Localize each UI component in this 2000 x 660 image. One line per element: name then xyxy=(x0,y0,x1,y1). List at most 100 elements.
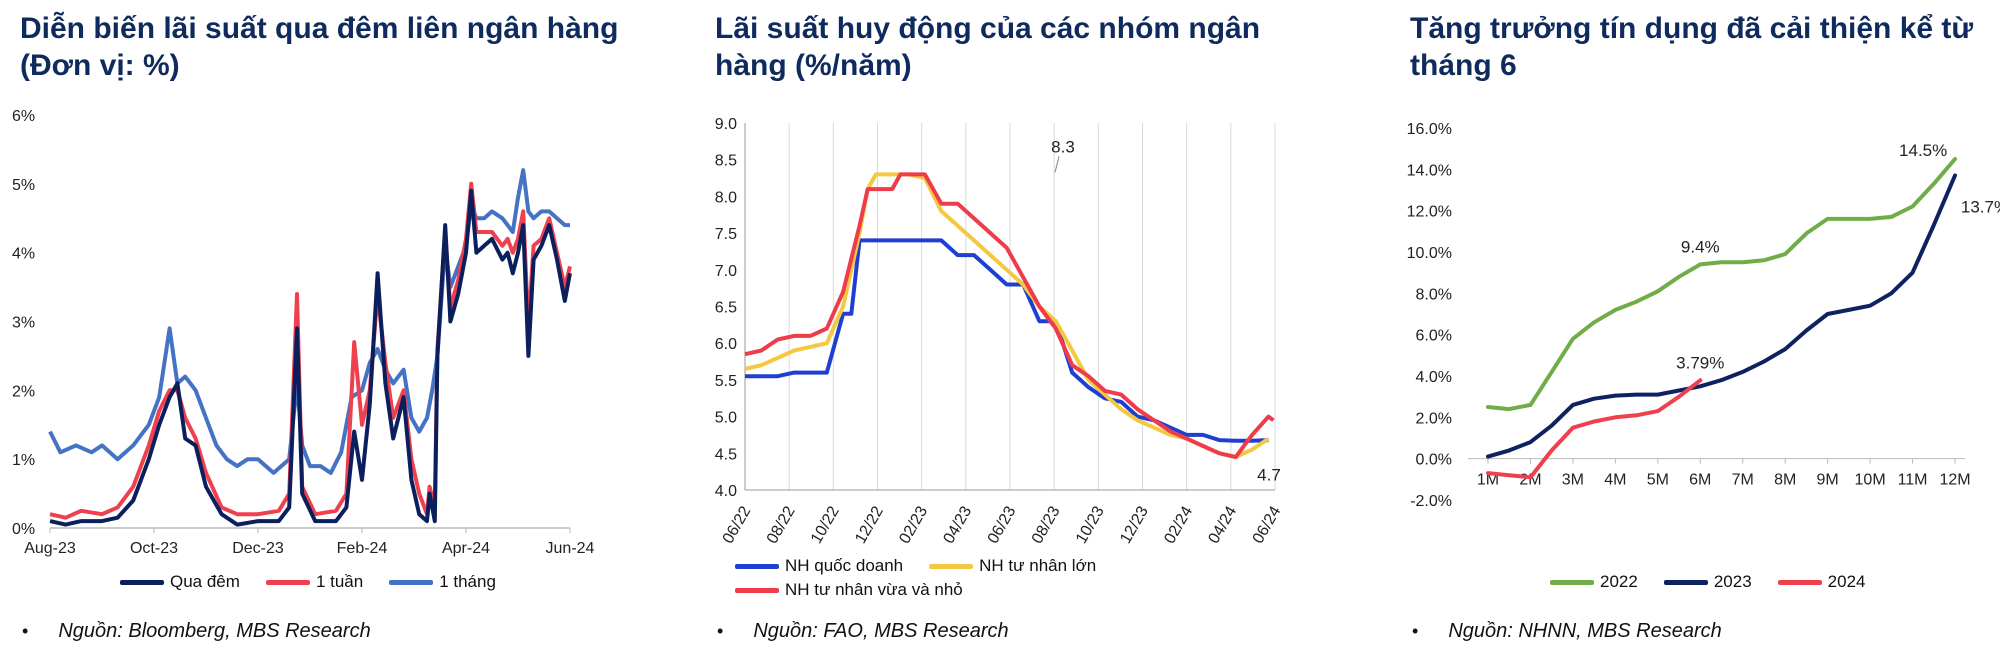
x-tick-label: 12M xyxy=(1939,472,1970,489)
chart-title: Diễn biến lãi suất qua đêm liên ngân hàn… xyxy=(20,12,619,82)
x-tick-label: 10M xyxy=(1855,472,1886,489)
y-tick-label: 4.5 xyxy=(715,446,737,463)
x-tick-label: 7M xyxy=(1732,472,1754,489)
x-tick-label: 1M xyxy=(1477,472,1499,489)
y-tick-label: 6.0 xyxy=(715,336,737,353)
panel-interbank-rates: Diễn biến lãi suất qua đêm liên ngân hàn… xyxy=(0,0,680,660)
chart-title: Lãi suất huy động của các nhóm ngân hàng… xyxy=(715,12,1261,82)
legend-item: 1 tháng xyxy=(389,572,496,592)
legend-item: 1 tuần xyxy=(265,572,363,592)
panel-deposit-rates: Lãi suất huy động của các nhóm ngân hàng… xyxy=(695,0,1345,660)
panel-credit-growth: Tăng trưởng tín dụng đã cải thiện kể từ … xyxy=(1390,0,2000,660)
y-tick-label: 7.0 xyxy=(715,263,737,280)
source-note: • Nguồn: Bloomberg, MBS Research xyxy=(22,620,371,643)
interbank-rate-chart: 0% 1% 2% 3% 4% 5% 6% Aug-23 Oct-23 Dec-23 Feb-24 Ap… xyxy=(12,108,595,557)
source-note: • Nguồn: FAO, MBS Research xyxy=(717,620,1009,643)
x-tick-label: 02/24 xyxy=(1161,503,1196,546)
x-tick-label: 06/24 xyxy=(1250,503,1285,546)
x-tick-label: 12/23 xyxy=(1117,503,1152,546)
deposit-rate-chart: 06/22 08/22 10/22 12/22 02/23 04/23 06/23 08/23… xyxy=(715,116,1285,547)
data-label: 9.4% xyxy=(1681,237,1720,256)
label-leader xyxy=(1054,156,1060,173)
series-line xyxy=(49,188,572,527)
y-tick-label: 5% xyxy=(12,177,35,194)
legend-label: 2022 xyxy=(1600,572,1638,591)
x-tick-label: Apr-24 xyxy=(442,540,490,557)
series-line xyxy=(745,238,1269,443)
data-label: 14.5% xyxy=(1899,141,1947,160)
x-tick-label: 8M xyxy=(1774,472,1796,489)
x-tick-label: Feb-24 xyxy=(337,540,388,557)
y-tick-label: 1% xyxy=(12,452,35,469)
x-tick-label: 10/23 xyxy=(1073,503,1108,546)
source-text: Nguồn: Bloomberg, MBS Research xyxy=(58,620,371,642)
x-tick-label: 02/23 xyxy=(896,503,931,546)
y-tick-label: 4.0 xyxy=(715,483,737,500)
y-tick-label: 3% xyxy=(12,315,35,332)
legend-swatch xyxy=(929,563,974,569)
bullet-icon: • xyxy=(717,621,724,641)
legend-swatch xyxy=(735,563,779,569)
legend-swatch xyxy=(389,579,434,585)
legend-label: 2023 xyxy=(1713,572,1752,591)
y-tick-label: 12.0% xyxy=(1407,204,1452,221)
legend-item: NH quốc doanh xyxy=(735,556,903,576)
series-line xyxy=(744,172,1270,459)
x-tick-label: Aug-23 xyxy=(24,540,76,557)
x-tick-label: 08/23 xyxy=(1029,503,1064,546)
legend-item: 2024 xyxy=(1777,572,1866,592)
legend-swatch xyxy=(120,579,164,585)
y-tick-label: 4.0% xyxy=(1416,369,1452,386)
legend-item: NH tư nhân lớn xyxy=(929,556,1096,576)
legend-label: NH quốc doanh xyxy=(785,556,904,575)
source-text: Nguồn: NHNN, MBS Research xyxy=(1448,620,1722,642)
x-tick-label: 04/24 xyxy=(1206,503,1241,546)
y-tick-label: 0% xyxy=(12,521,35,538)
legend-item: 2023 xyxy=(1663,572,1752,592)
x-tick-label: Jun-24 xyxy=(546,540,595,557)
x-tick-label: 9M xyxy=(1817,472,1839,489)
data-label: 13.7% xyxy=(1961,198,2000,217)
bullet-icon: • xyxy=(22,621,29,641)
y-tick-label: 6% xyxy=(12,108,35,125)
y-tick-label: 5.5 xyxy=(715,373,737,390)
y-tick-label: 14.0% xyxy=(1407,162,1452,179)
x-tick-label: Oct-23 xyxy=(130,540,178,557)
x-tick-label: 3M xyxy=(1562,472,1584,489)
y-tick-label: 9.0 xyxy=(715,116,737,133)
y-tick-label: 6.0% xyxy=(1416,328,1452,345)
y-tick-label: 8.5 xyxy=(715,153,737,170)
y-tick-label: 8.0 xyxy=(715,189,737,206)
y-tick-label: 6.5 xyxy=(715,300,737,317)
data-label: 3.79% xyxy=(1676,353,1724,372)
legend-swatch xyxy=(1777,579,1822,585)
series-line xyxy=(1486,157,1957,412)
chart-legend: Qua đêm 1 tuần 1 tháng xyxy=(120,572,522,596)
series-line xyxy=(1486,378,1703,480)
legend-swatch xyxy=(265,579,310,585)
legend-label: 1 tháng xyxy=(439,572,496,591)
legend-item: NH tư nhân vừa và nhỏ xyxy=(735,580,963,600)
source-text: Nguồn: FAO, MBS Research xyxy=(753,620,1009,642)
y-tick-label: 0.0% xyxy=(1416,452,1452,469)
chart-title: Tăng trưởng tín dụng đã cải thiện kể từ … xyxy=(1410,12,1974,82)
y-tick-label: 8.0% xyxy=(1416,286,1452,303)
bullet-icon: • xyxy=(1412,621,1419,641)
data-label: 4.7 xyxy=(1257,466,1281,485)
chart-legend: 2022 2023 2024 xyxy=(1550,572,1891,596)
y-tick-label: 4% xyxy=(12,246,35,263)
y-tick-label: 5.0 xyxy=(715,410,737,427)
x-tick-label: 6M xyxy=(1689,472,1711,489)
legend-label: Qua đêm xyxy=(170,572,240,591)
x-tick-label: 12/22 xyxy=(852,503,887,546)
chart-legend: NH quốc doanh NH tư nhân lớn NH tư nhân vừ… xyxy=(735,556,1275,604)
credit-growth-chart: -2.0% 0.0% 2.0% 4.0% 6.0% 8.0% 10.0% 12.0% 14.0%… xyxy=(1407,121,2000,510)
y-tick-label: 2% xyxy=(12,383,35,400)
y-tick-label: 10.0% xyxy=(1407,245,1452,262)
y-tick-label: 2.0% xyxy=(1416,410,1452,427)
y-tick-label: 16.0% xyxy=(1407,121,1452,138)
x-tick-label: 11M xyxy=(1898,472,1928,489)
x-tick-label: 08/22 xyxy=(764,503,799,546)
legend-label: 2024 xyxy=(1827,572,1866,591)
x-tick-label: 06/22 xyxy=(720,503,755,546)
